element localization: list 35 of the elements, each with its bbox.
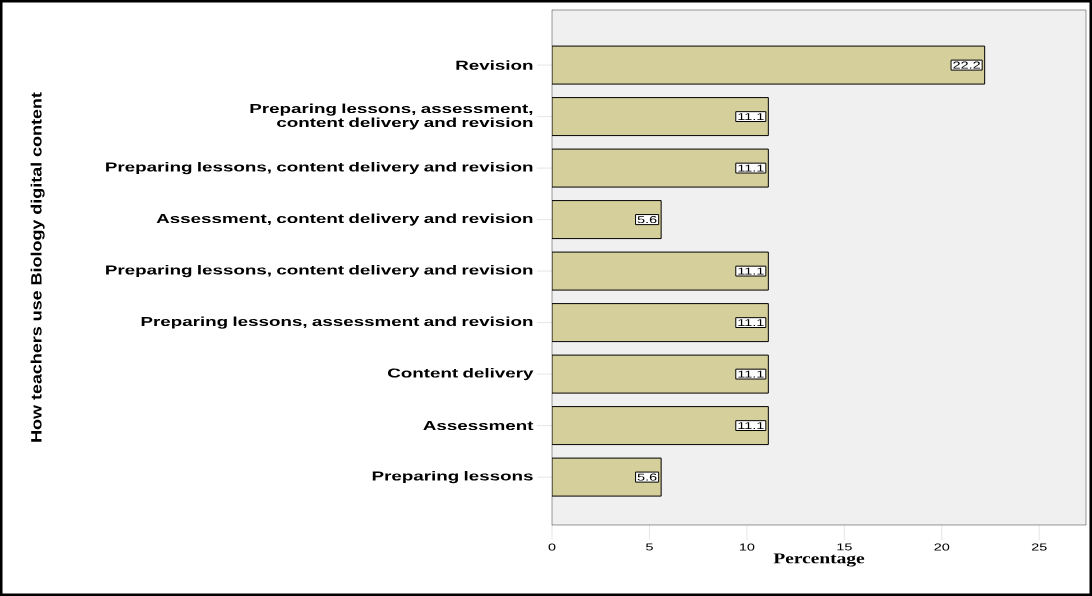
x-tick-label: 25 <box>1031 543 1047 551</box>
data-label: 11.1 <box>738 164 764 172</box>
data-label: 11.1 <box>738 113 764 121</box>
y-tick-label: Content delivery <box>388 368 534 381</box>
x-tick-label: 0 <box>548 543 556 551</box>
y-tick-label: Preparing lessons, content delivery and revision <box>106 265 533 278</box>
data-label: 22.2 <box>953 61 980 69</box>
bar <box>552 354 769 394</box>
x-tick-label: 5 <box>646 543 653 551</box>
bar <box>552 97 769 137</box>
bar <box>552 251 769 291</box>
bar <box>552 457 662 497</box>
y-tick-label: Preparing lessons, assessment and revision <box>141 316 533 329</box>
x-tick-label: 10 <box>739 543 755 551</box>
data-label: 11.1 <box>738 267 764 275</box>
bar <box>552 303 769 343</box>
data-label: 5.6 <box>637 473 657 481</box>
x-axis-title: Percentage <box>773 553 865 567</box>
bar <box>552 45 986 85</box>
bar <box>552 148 769 188</box>
data-label: 11.1 <box>738 319 764 327</box>
x-tick-label: 15 <box>837 543 852 551</box>
x-tick-label: 20 <box>934 543 950 551</box>
y-tick-label: Preparing lessons, assessment, content delivery and revision <box>250 103 533 130</box>
y-tick-label: Revision <box>456 60 533 70</box>
y-axis-title: How teachers use Biology digital content <box>30 92 45 442</box>
data-label: 11.1 <box>738 370 764 378</box>
y-tick-label: Assessment <box>423 421 534 431</box>
bar <box>552 200 662 240</box>
data-label: 11.1 <box>738 422 764 430</box>
data-label: 5.6 <box>637 216 657 224</box>
bar <box>552 406 769 446</box>
y-tick-label: Assessment, content delivery and revision <box>156 213 533 226</box>
y-tick-label: Preparing lessons, content delivery and revision <box>106 162 533 175</box>
y-tick-label: Preparing lessons <box>372 471 533 484</box>
